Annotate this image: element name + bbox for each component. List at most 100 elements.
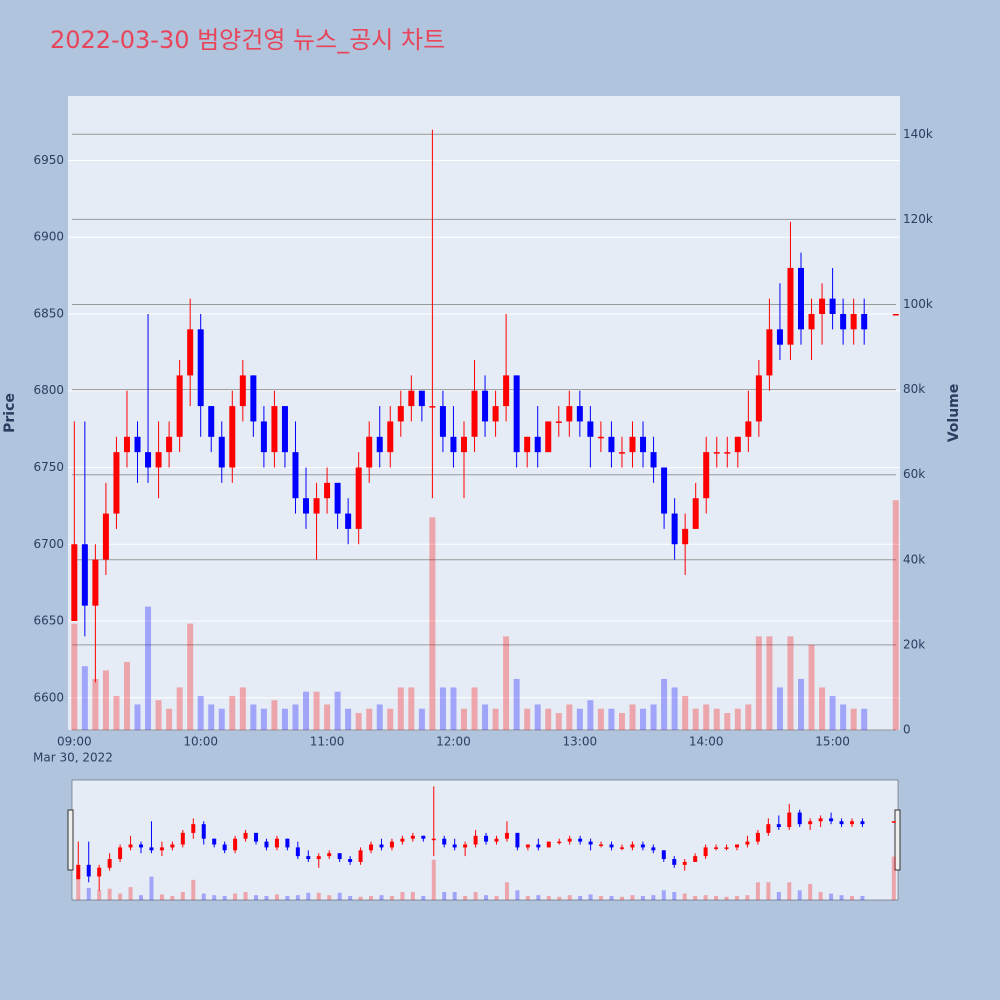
candle-body <box>397 406 404 422</box>
slider-volume-bar <box>651 895 656 900</box>
x-tick-label: 12:00 <box>436 735 471 749</box>
slider-volume-bar <box>327 895 332 900</box>
slider-volume-bar <box>139 895 144 900</box>
slider-volume-bar <box>619 896 624 900</box>
candle-body <box>482 390 489 422</box>
slider-volume-bar <box>682 893 687 900</box>
slider-volume-bar <box>233 893 238 900</box>
volume-bar <box>755 636 762 730</box>
slider-volume-bar <box>170 895 175 900</box>
slider-volume-bar <box>588 894 593 900</box>
slider-volume-bar <box>755 882 760 900</box>
slider-volume-bar <box>180 891 185 900</box>
volume-bar <box>587 700 594 730</box>
candle-body <box>429 406 436 408</box>
candle-body <box>576 406 583 422</box>
slider-candle-body <box>557 841 562 844</box>
slider-volume-bar <box>243 891 248 900</box>
candle-body <box>587 421 594 437</box>
slider-candle-body <box>159 847 164 851</box>
slider-volume-bar <box>201 893 206 900</box>
volume-bar <box>861 708 868 730</box>
slider-candle-body <box>107 859 112 868</box>
candle-body <box>776 329 783 345</box>
slider-volume-bar <box>703 895 708 900</box>
candle-body <box>460 436 467 453</box>
y-tick-label: 6950 <box>33 153 64 167</box>
candle-body <box>492 406 499 422</box>
candle-body <box>787 267 794 345</box>
slider-candle-body <box>191 824 196 833</box>
y2-tick-label: 80k <box>903 382 925 396</box>
volume-bar <box>229 695 236 730</box>
candle-body <box>798 267 805 330</box>
slider-candle-body <box>400 838 405 842</box>
slider-candle-body <box>619 847 624 849</box>
volume-bar <box>482 704 489 730</box>
volume-bar <box>545 708 552 730</box>
volume-bar <box>418 708 425 730</box>
y2-tick-label: 0 <box>903 723 911 737</box>
slider-volume-bar <box>787 882 792 900</box>
slider-candle-body <box>839 821 844 825</box>
slider-volume-bar <box>599 895 604 900</box>
volume-bar <box>292 704 299 730</box>
volume-bar <box>534 704 541 730</box>
candle-body <box>303 498 310 514</box>
slider-volume-bar <box>515 890 520 900</box>
y2-tick-label: 60k <box>903 467 925 481</box>
volume-bar <box>892 500 899 730</box>
slider-candle-body <box>473 835 478 845</box>
candle-body <box>155 452 162 468</box>
volume-bar <box>671 687 678 730</box>
slider-candle-body <box>661 850 666 860</box>
slider-volume-bar <box>400 891 405 900</box>
candle-body <box>123 436 130 453</box>
slider-volume-bar <box>745 895 750 900</box>
slider-volume-bar <box>348 895 353 900</box>
candle-body <box>555 421 562 423</box>
candle-body <box>829 298 836 314</box>
slider-handle[interactable] <box>67 809 74 871</box>
y-tick-label: 6900 <box>33 230 64 244</box>
candle-body <box>324 482 331 499</box>
slider-candle-body <box>285 838 290 848</box>
candle-body <box>545 421 552 453</box>
slider-candle-body <box>442 838 447 845</box>
volume-bar <box>208 704 215 730</box>
slider-candle-body <box>316 856 321 860</box>
volume-bar <box>766 636 773 730</box>
volume-bar <box>271 700 278 730</box>
candle-body <box>608 436 615 453</box>
candle-body <box>471 390 478 437</box>
chart-title: 2022-03-30 범양건영 뉴스_공시 차트 <box>50 26 445 54</box>
x-tick-label: 14:00 <box>689 735 724 749</box>
slider-candle-body <box>274 838 279 848</box>
candle-body <box>260 421 267 453</box>
candle-body <box>134 436 141 453</box>
volume-bar <box>123 661 130 730</box>
slider-handle[interactable] <box>894 809 901 871</box>
slider-volume-bar <box>797 890 802 900</box>
volume-bar <box>355 712 362 730</box>
slider-volume-bar <box>776 891 781 900</box>
volume-bar <box>313 691 320 730</box>
volume-bar <box>334 691 341 730</box>
slider-volume-bar <box>891 856 896 900</box>
candle-body <box>113 452 120 514</box>
slider-volume-bar <box>578 895 583 900</box>
candle-body <box>376 436 383 453</box>
y-axis-title: Price <box>2 393 18 433</box>
volume-bar <box>113 695 120 730</box>
slider-volume-bar <box>714 895 719 900</box>
volume-bar <box>692 708 699 730</box>
slider-volume-bar <box>494 895 499 900</box>
y2-tick-label: 40k <box>903 552 925 566</box>
volume-bar <box>260 708 267 730</box>
volume-bar <box>429 517 436 730</box>
candle-body <box>292 452 299 499</box>
candle-body <box>197 329 204 407</box>
slider-candle-body <box>672 859 677 865</box>
volume-bar <box>650 704 657 730</box>
slider-candle-body <box>630 844 635 848</box>
